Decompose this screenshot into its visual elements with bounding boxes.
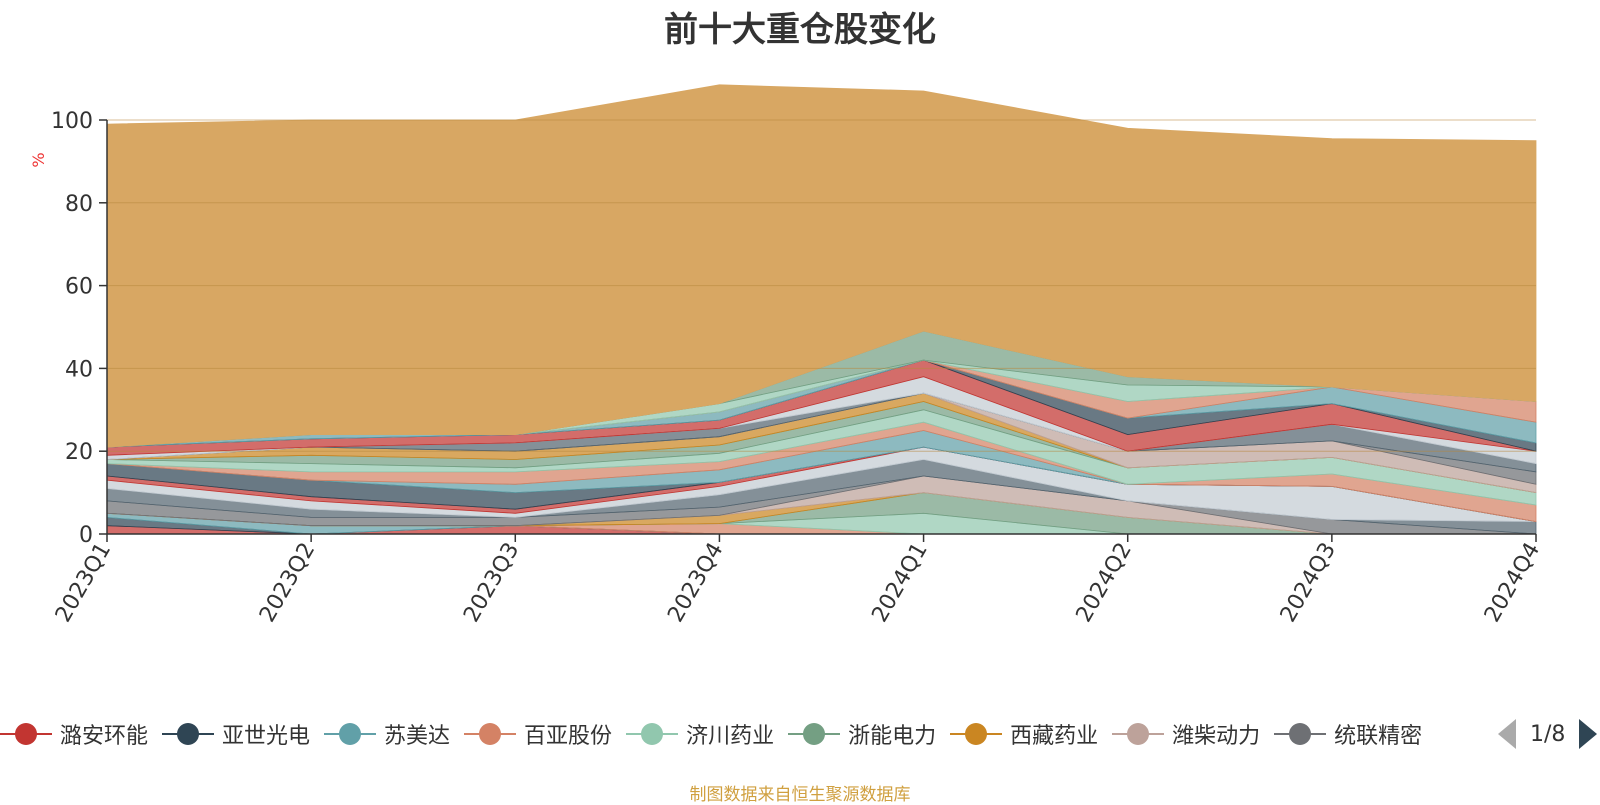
y-tick-label-0: 0 [79,523,93,548]
legend-marker-icon [324,723,377,745]
legend-marker-icon [626,723,679,745]
legend-label: 浙能电力 [848,724,937,749]
x-tick-label-1: 2023Q2 [255,539,320,627]
legend-next-page-icon[interactable] [1579,719,1598,749]
legend-item-7[interactable]: 潍柴动力 [1112,712,1260,756]
x-tick-label-4: 2024Q1 [867,539,932,627]
x-tick-label-7: 2024Q4 [1480,539,1545,627]
legend-item-5[interactable]: 浙能电力 [788,712,936,756]
legend-marker-icon [464,723,517,745]
legend-label: 苏美达 [384,724,451,749]
legend-label: 潍柴动力 [1172,724,1261,749]
y-axis-label: % [29,152,48,167]
gridlines [107,119,1536,452]
legend-item-8[interactable]: 统联精密 [1274,712,1422,756]
legend-marker-icon [950,723,1003,745]
legend: 潞安环能 亚世光电 苏美达 百亚股份 济川药业 浙能电力 西藏药业 潍柴动力 统联精密 [0,712,1480,756]
legend-marker-icon [162,723,215,745]
legend-label: 潞安环能 [60,724,149,749]
legend-marker-icon [0,723,52,745]
x-tick-label-2: 2023Q3 [459,539,524,627]
chart-title: 前十大重仓股变化 [664,10,936,50]
legend-marker-icon [1274,723,1327,745]
y-tick-label-4: 80 [65,192,93,217]
legend-page-indicator: 1/8 [1530,721,1566,747]
x-tick-label-5: 2024Q2 [1072,539,1137,627]
legend-item-6[interactable]: 西藏药业 [950,712,1098,756]
y-tick-label-1: 20 [65,440,93,465]
legend-item-3[interactable]: 百亚股份 [464,712,612,756]
legend-marker-icon [788,723,841,745]
legend-label: 百亚股份 [524,724,613,749]
y-tick-label-3: 60 [65,275,93,300]
legend-label: 济川药业 [686,724,775,749]
legend-item-1[interactable]: 亚世光电 [162,712,310,756]
y-tick-label-5: 100 [51,109,93,134]
y-tick-label-2: 40 [65,357,93,382]
legend-label: 统联精密 [1334,724,1423,749]
legend-marker-icon [1112,723,1165,745]
source-note: 制图数据来自恒生聚源数据库 [689,785,911,805]
legend-label: 亚世光电 [222,724,311,749]
series-layer [106,84,1537,535]
x-tick-label-3: 2023Q4 [663,539,728,627]
legend-item-4[interactable]: 济川药业 [626,712,774,756]
legend-prev-page-icon[interactable] [1498,719,1516,749]
legend-label: 西藏药业 [1010,724,1099,749]
series-area-28 [106,84,1537,448]
x-tick-label-0: 2023Q1 [51,539,116,627]
area-chart: 0 20 40 60 80 100 2023Q1 2023Q2 2023Q3 2023Q4 2024… [29,84,1545,627]
legend-item-0[interactable]: 潞安环能 [0,712,148,756]
legend-item-2[interactable]: 苏美达 [324,712,450,756]
x-tick-label-6: 2024Q3 [1276,539,1341,627]
legend-pager: 1/8 [1498,718,1598,750]
